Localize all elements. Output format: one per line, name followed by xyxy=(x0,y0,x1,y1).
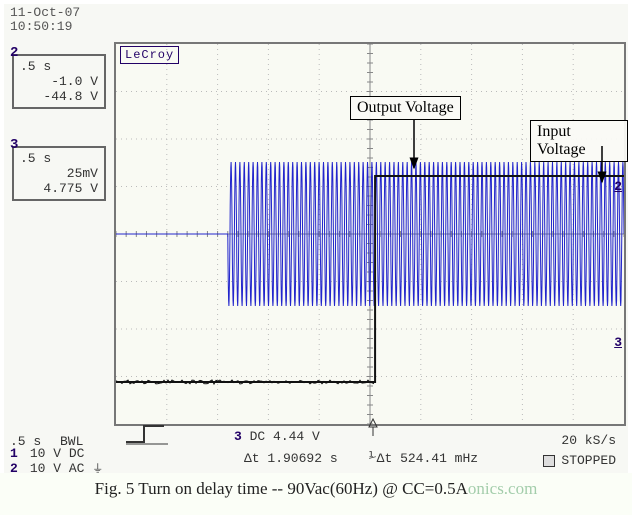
caption-text: Fig. 5 Turn on delay time -- 90Vac(60Hz)… xyxy=(95,479,402,498)
dc-value: DC 4.44 V xyxy=(250,429,320,444)
annotation-arrows xyxy=(4,4,628,476)
sample-rate: 20 kS/s xyxy=(561,433,616,448)
oscilloscope-screen: 11-Oct-07 10:50:19 2 .5 s -1.0 V -44.8 V… xyxy=(4,4,628,476)
caption-overlap: CC=0.5A xyxy=(402,479,468,498)
figure-caption: Fig. 5 Turn on delay time -- 90Vac(60Hz)… xyxy=(0,473,632,515)
acquisition-status: STOPPED xyxy=(543,453,616,468)
trigger-edge-icon xyxy=(124,422,184,446)
dc-ch-num: 3 xyxy=(234,429,242,444)
delta-t: Δt 1.90692 s xyxy=(244,451,338,466)
status-text: STOPPED xyxy=(561,453,616,468)
ch1-readout: 10 V DC xyxy=(30,446,85,461)
watermark-fragment: onics.com xyxy=(468,479,537,498)
dc-measurement: 3 DC 4.44 V xyxy=(234,429,320,444)
inv-delta-t: ⅟Δt 524.41 mHz xyxy=(369,451,478,466)
delta-readout: Δt 1.90692 s ⅟Δt 524.41 mHz xyxy=(244,451,478,466)
stop-icon xyxy=(543,455,555,467)
